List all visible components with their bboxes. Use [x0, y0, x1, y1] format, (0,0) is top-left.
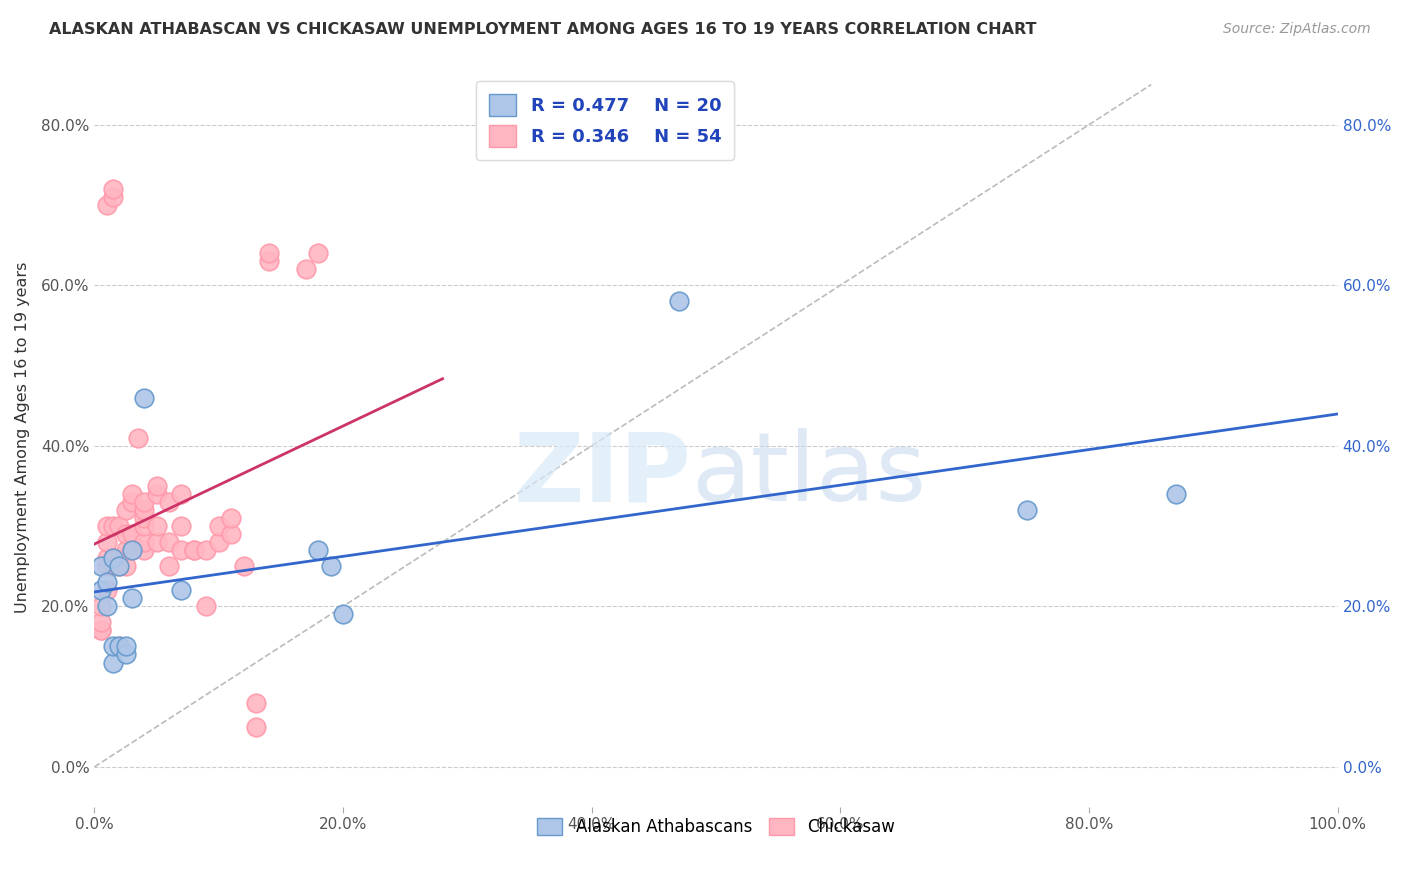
Point — [114, 648, 136, 662]
Point — [1164, 487, 1187, 501]
Point — [307, 246, 329, 260]
Point — [96, 583, 118, 598]
Point — [145, 487, 167, 501]
Point — [134, 519, 156, 533]
Point — [101, 551, 124, 566]
Point — [134, 535, 156, 549]
Point — [108, 559, 131, 574]
Point — [208, 519, 231, 533]
Point — [183, 543, 205, 558]
Point — [245, 696, 267, 710]
Point — [121, 591, 143, 606]
Point — [134, 391, 156, 405]
Point — [101, 559, 124, 574]
Text: ALASKAN ATHABASCAN VS CHICKASAW UNEMPLOYMENT AMONG AGES 16 TO 19 YEARS CORRELATI: ALASKAN ATHABASCAN VS CHICKASAW UNEMPLOY… — [49, 22, 1036, 37]
Point — [170, 583, 193, 598]
Point — [101, 519, 124, 533]
Point — [108, 640, 131, 654]
Point — [257, 254, 280, 268]
Point — [90, 624, 112, 638]
Point — [170, 487, 193, 501]
Point — [134, 503, 156, 517]
Point — [195, 599, 218, 614]
Point — [145, 535, 167, 549]
Point — [96, 599, 118, 614]
Point — [108, 559, 131, 574]
Point — [108, 640, 131, 654]
Point — [114, 559, 136, 574]
Point — [101, 656, 124, 670]
Point — [121, 487, 143, 501]
Point — [157, 535, 180, 549]
Point — [208, 535, 231, 549]
Point — [101, 190, 124, 204]
Point — [134, 511, 156, 525]
Point — [90, 599, 112, 614]
Point — [245, 720, 267, 734]
Point — [157, 559, 180, 574]
Point — [319, 559, 342, 574]
Point — [101, 551, 124, 566]
Point — [121, 543, 143, 558]
Point — [145, 519, 167, 533]
Point — [101, 182, 124, 196]
Point — [1015, 503, 1038, 517]
Text: Source: ZipAtlas.com: Source: ZipAtlas.com — [1223, 22, 1371, 37]
Point — [96, 559, 118, 574]
Point — [96, 575, 118, 590]
Point — [114, 503, 136, 517]
Point — [219, 511, 242, 525]
Point — [90, 615, 112, 630]
Point — [108, 551, 131, 566]
Point — [232, 559, 254, 574]
Point — [121, 495, 143, 509]
Point — [96, 551, 118, 566]
Point — [170, 543, 193, 558]
Point — [90, 559, 112, 574]
Point — [121, 527, 143, 541]
Point — [121, 543, 143, 558]
Point — [127, 431, 149, 445]
Point — [145, 479, 167, 493]
Point — [219, 527, 242, 541]
Point — [134, 543, 156, 558]
Point — [134, 495, 156, 509]
Point — [195, 543, 218, 558]
Point — [183, 543, 205, 558]
Point — [101, 640, 124, 654]
Legend: R = 0.477    N = 20, R = 0.346    N = 54: R = 0.477 N = 20, R = 0.346 N = 54 — [477, 81, 734, 160]
Point — [157, 495, 180, 509]
Point — [90, 624, 112, 638]
Point — [307, 543, 329, 558]
Point — [170, 519, 193, 533]
Y-axis label: Unemployment Among Ages 16 to 19 years: Unemployment Among Ages 16 to 19 years — [15, 262, 30, 614]
Point — [332, 607, 354, 622]
Text: ZIP: ZIP — [513, 428, 692, 521]
Point — [114, 640, 136, 654]
Point — [96, 519, 118, 533]
Point — [114, 543, 136, 558]
Point — [108, 519, 131, 533]
Point — [668, 294, 690, 309]
Point — [96, 535, 118, 549]
Point — [96, 198, 118, 212]
Text: atlas: atlas — [692, 428, 927, 521]
Point — [257, 246, 280, 260]
Point — [90, 583, 112, 598]
Point — [114, 527, 136, 541]
Point — [295, 262, 318, 277]
